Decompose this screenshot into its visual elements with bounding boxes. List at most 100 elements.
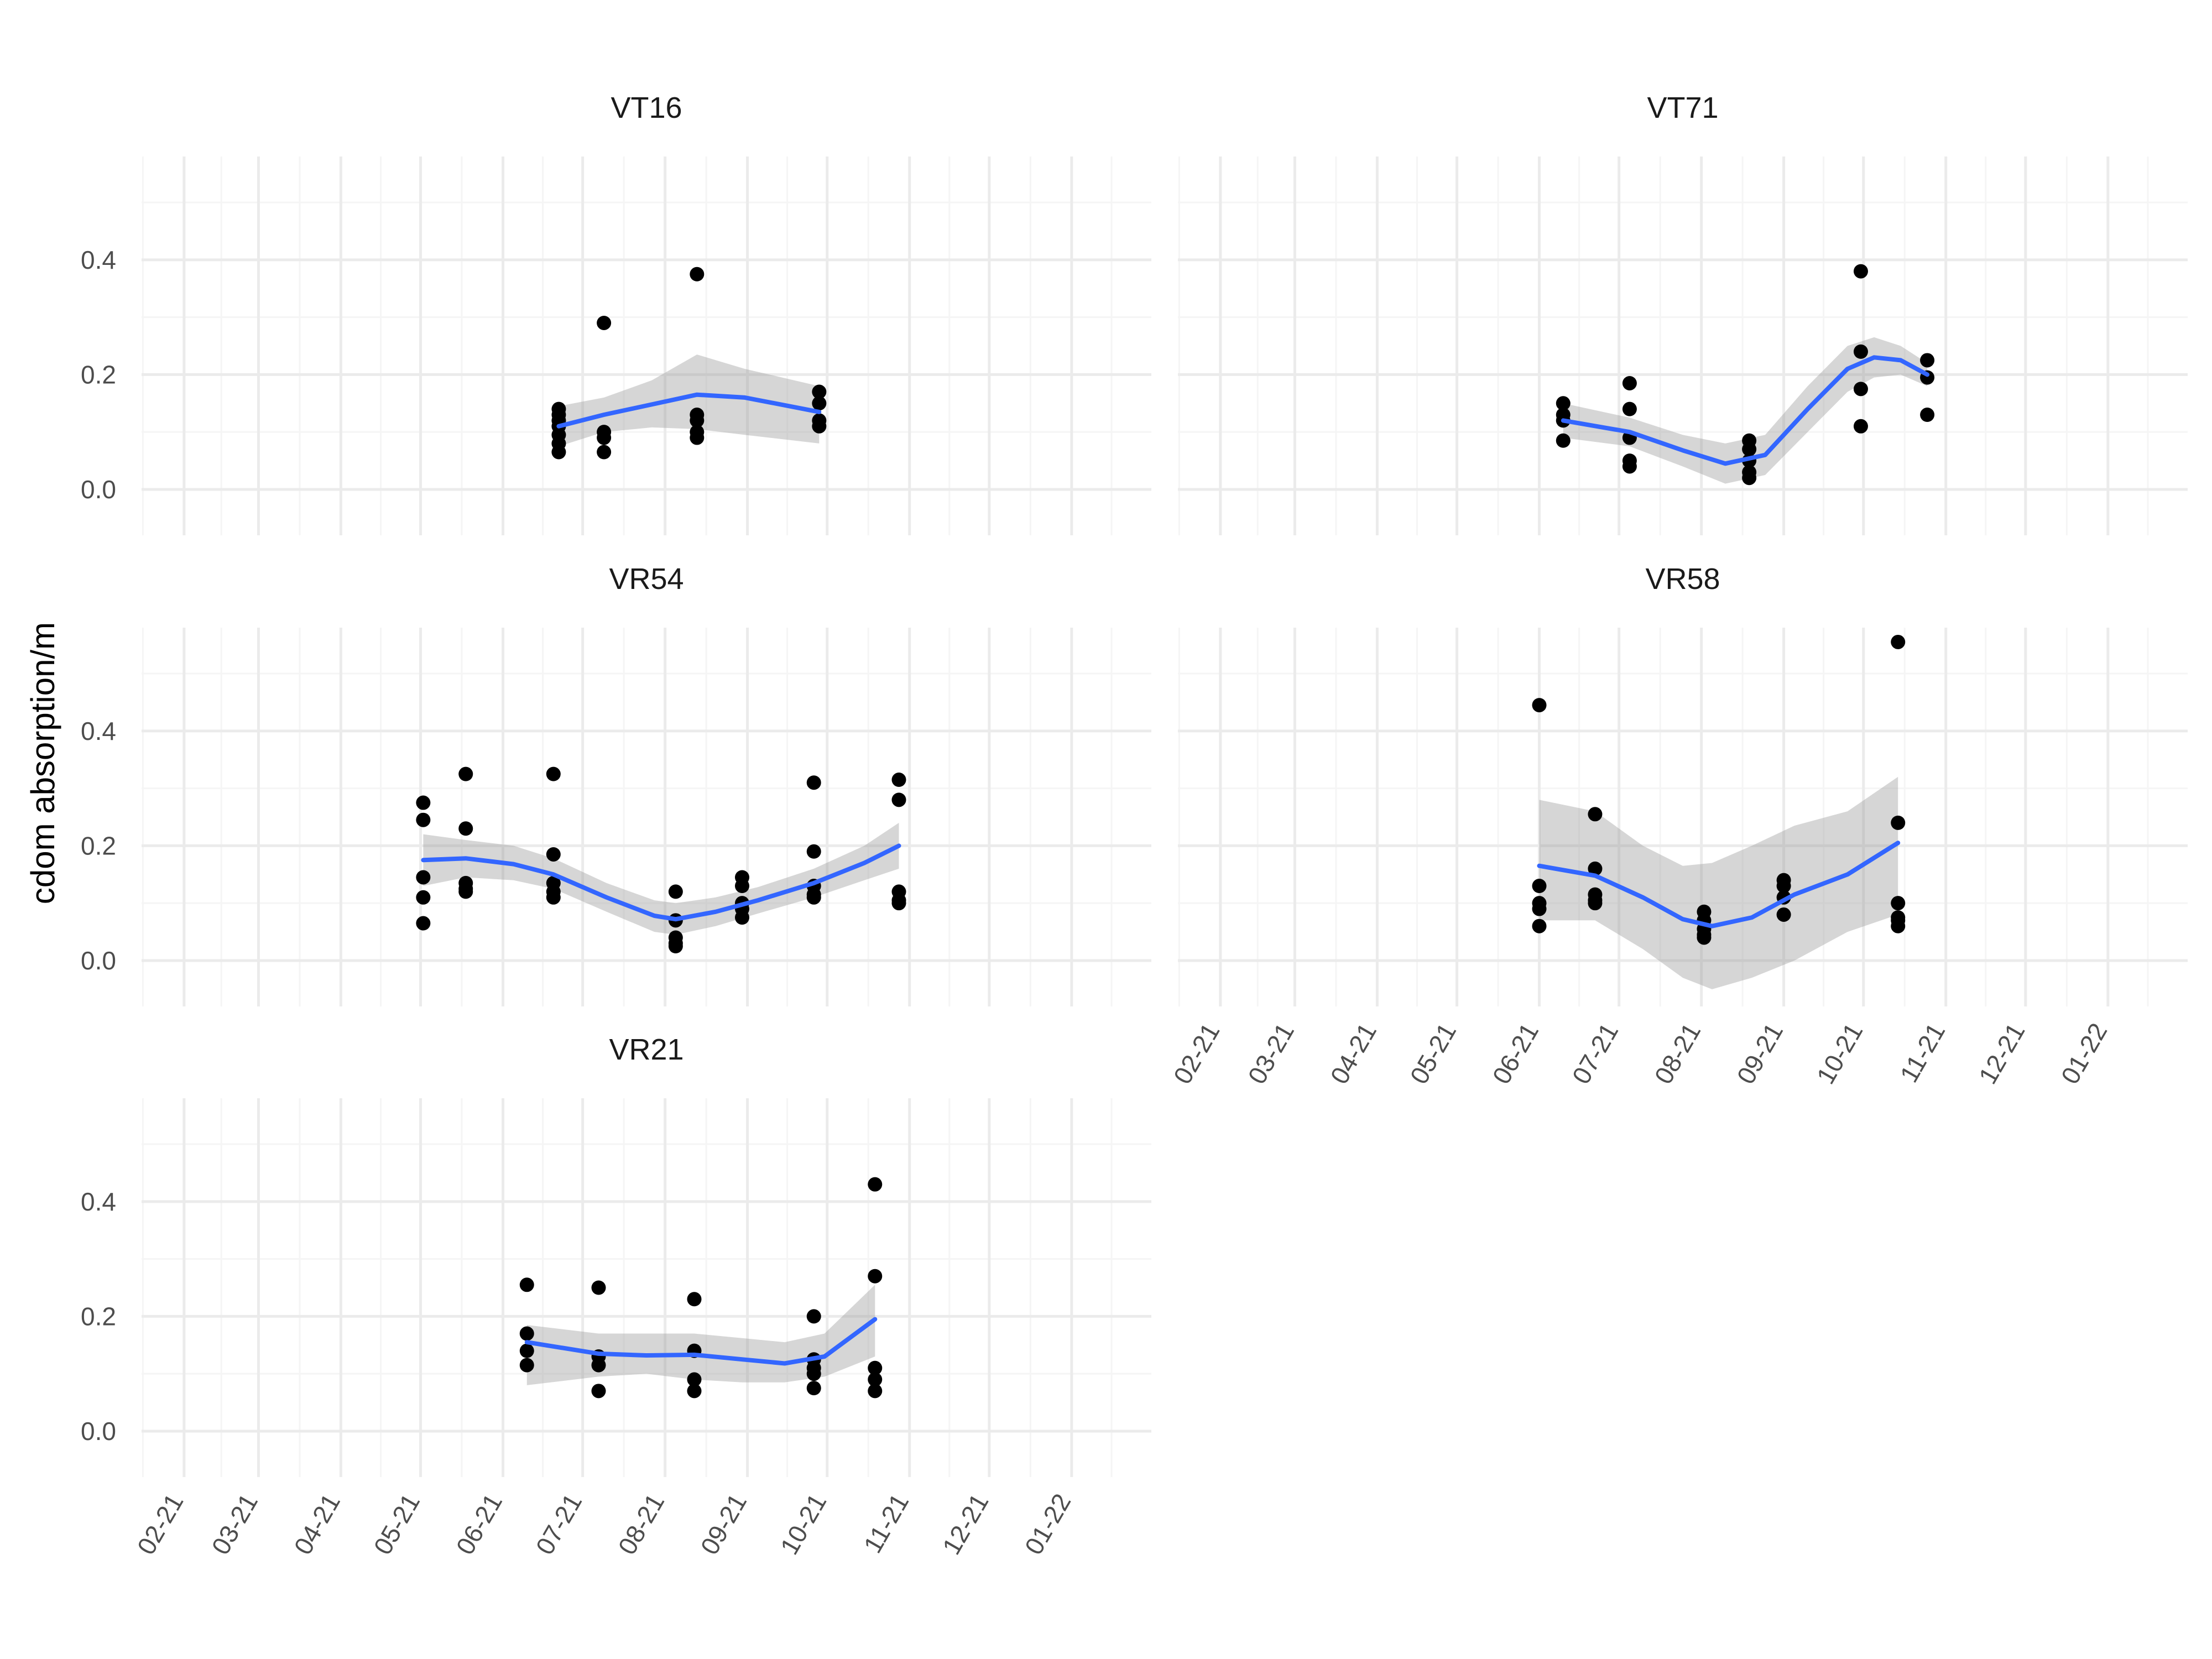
y-tick-label: 0.4 — [81, 1187, 116, 1216]
data-point — [806, 1381, 821, 1396]
data-point — [868, 1384, 883, 1399]
x-tick-label: 04-21 — [1324, 1018, 1382, 1089]
x-tick-label: 09-21 — [695, 1489, 752, 1559]
data-point — [416, 890, 431, 905]
data-point — [687, 1292, 702, 1307]
data-point — [1588, 861, 1603, 876]
data-point — [1891, 634, 1906, 649]
x-tick-label: 10-21 — [775, 1489, 832, 1559]
smooth-line — [556, 392, 822, 429]
x-tick-label: 11-21 — [858, 1489, 914, 1558]
smooth-line — [421, 843, 901, 922]
data-point — [591, 1384, 606, 1399]
data-point — [1891, 896, 1906, 911]
data-point — [806, 1309, 821, 1324]
panel-vr58: VR58 02-21 03-21 04-21 05-21 06-21 07-21 08-21 0… — [1168, 562, 2188, 1089]
data-point — [597, 425, 612, 440]
y-tick-label: 0.0 — [81, 946, 116, 975]
panel-vt71: VT71 — [1178, 91, 2188, 535]
data-points — [519, 1177, 883, 1399]
data-point — [546, 890, 561, 905]
major-grid — [1178, 156, 2188, 535]
data-point — [734, 879, 749, 894]
panel-vr21: VR21 0.0 0.2 0.4 02-21 03-21 04-21 05-21 06-21 07… — [81, 1033, 1151, 1559]
y-tick-label: 0.4 — [81, 717, 116, 745]
x-tick-label: 02-21 — [1168, 1018, 1225, 1089]
data-points — [551, 267, 827, 460]
smooth-line — [1537, 841, 1901, 928]
major-grid — [142, 156, 1151, 535]
major-grid — [142, 628, 1151, 1006]
data-points — [1532, 634, 1906, 945]
x-tick-label: 06-21 — [450, 1489, 508, 1559]
data-point — [812, 419, 827, 434]
data-point — [868, 1360, 883, 1375]
smooth-line — [1561, 355, 1930, 466]
data-point — [690, 408, 705, 422]
data-point — [668, 884, 683, 899]
data-point — [687, 1372, 702, 1387]
minor-grid — [1178, 628, 2188, 1006]
y-tick-label: 0.2 — [81, 1302, 116, 1331]
data-point — [458, 884, 473, 899]
x-tick-label: 08-21 — [1648, 1018, 1706, 1089]
major-grid — [142, 1098, 1151, 1477]
panel-vt16: VT16 0.0 0.2 0.4 — [81, 91, 1151, 535]
data-point — [519, 1358, 534, 1373]
data-point — [551, 401, 566, 416]
panel-vr54: VR54 0.0 0.2 0.4 — [81, 562, 1151, 1006]
data-point — [597, 315, 612, 330]
data-point — [690, 267, 705, 281]
data-point — [1588, 807, 1603, 822]
data-point — [1532, 879, 1547, 894]
data-point — [690, 425, 705, 440]
data-point — [591, 1280, 606, 1295]
data-point — [519, 1326, 534, 1341]
x-tick-label: 07-21 — [1566, 1018, 1624, 1089]
confidence-band — [559, 354, 820, 447]
x-tick-label: 02-21 — [132, 1489, 189, 1559]
data-point — [519, 1277, 534, 1292]
data-point — [597, 445, 612, 460]
data-point — [891, 896, 906, 911]
data-point — [812, 396, 827, 411]
data-point — [591, 1358, 606, 1373]
data-point — [1622, 459, 1637, 474]
data-point — [416, 870, 431, 885]
minor-grid — [142, 628, 1151, 1006]
data-point — [1532, 901, 1547, 916]
data-point — [812, 384, 827, 399]
data-point — [868, 1269, 883, 1284]
data-point — [416, 916, 431, 931]
data-point — [1920, 353, 1935, 368]
panels: VT16 0.0 0.2 0.4 VT71 VR54 0.0 0.2 0.4 VR58 02-21 0… — [81, 91, 2188, 1559]
data-point — [458, 766, 473, 781]
data-point — [1776, 907, 1791, 922]
data-point — [806, 775, 821, 790]
x-tick-label: 12-21 — [1973, 1018, 2031, 1089]
x-tick-label: 08-21 — [612, 1489, 670, 1559]
panel-title: VR58 — [1645, 562, 1720, 596]
data-point — [868, 1177, 883, 1192]
data-point — [1532, 919, 1547, 933]
data-point — [806, 844, 821, 859]
data-point — [416, 795, 431, 810]
data-point — [891, 773, 906, 787]
data-point — [668, 939, 683, 954]
data-point — [1853, 264, 1868, 279]
data-point — [1853, 419, 1868, 434]
x-tick-label: 04-21 — [288, 1489, 346, 1559]
data-point — [1853, 382, 1868, 397]
panel-title: VR54 — [609, 562, 684, 596]
data-point — [806, 890, 821, 905]
data-point — [734, 910, 749, 925]
data-point — [458, 821, 473, 836]
confidence-band — [423, 822, 899, 935]
y-tick-label: 0.2 — [81, 831, 116, 860]
y-tick-label: 0.4 — [81, 246, 116, 274]
data-point — [891, 792, 906, 807]
x-tick-label: 07-21 — [530, 1489, 587, 1559]
data-point — [1556, 433, 1571, 448]
data-point — [1532, 698, 1547, 713]
data-point — [806, 1366, 821, 1381]
